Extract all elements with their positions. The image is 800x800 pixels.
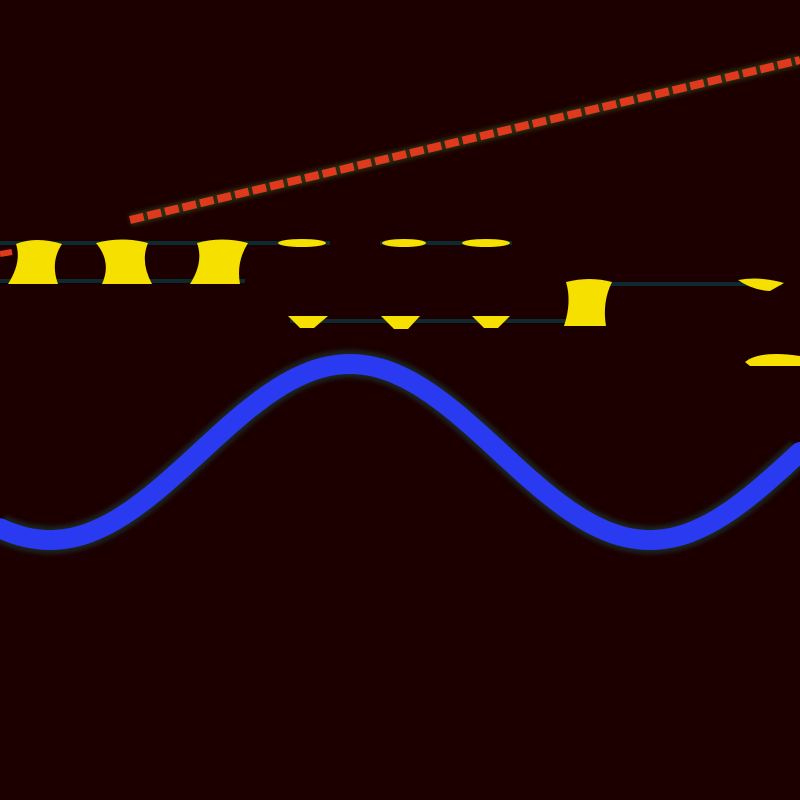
blue-wave: [0, 353, 800, 551]
yellow-block: [96, 239, 152, 284]
yellow-dash: [472, 316, 510, 328]
yellow-dash: [462, 239, 510, 247]
yellow-block: [190, 239, 248, 284]
yellow-block: [564, 279, 612, 326]
yellow-dash: [381, 316, 420, 329]
yellow-dash: [288, 316, 328, 328]
yellow-dash: [382, 239, 426, 247]
yellow-marks: [8, 239, 800, 366]
red-trace: [129, 56, 800, 224]
yellow-dash: [278, 239, 326, 247]
yellow-dash: [738, 278, 784, 291]
red-trace-stub: [0, 249, 13, 257]
yellow-block: [8, 240, 62, 284]
yellow-dash: [745, 354, 800, 366]
